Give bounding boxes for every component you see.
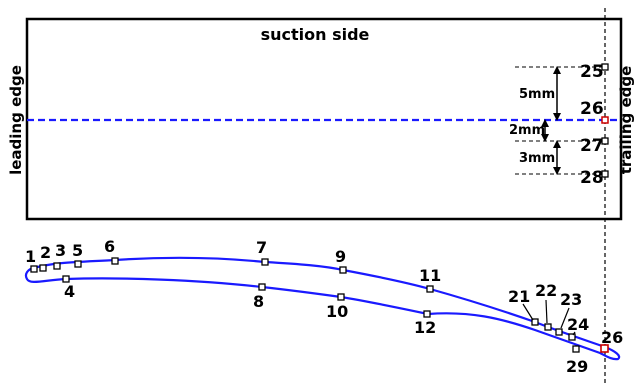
marker-label-8: 8 xyxy=(253,292,264,311)
marker-label-9: 9 xyxy=(335,247,346,266)
suction-side-label: suction side xyxy=(261,25,370,44)
marker-label-11: 11 xyxy=(419,266,441,285)
marker-label-4: 4 xyxy=(64,282,75,301)
marker-12 xyxy=(423,310,431,318)
panel-point-26 xyxy=(601,116,609,124)
marker-8 xyxy=(258,283,266,291)
marker-label-1: 1 xyxy=(25,247,36,266)
marker-2 xyxy=(39,264,47,272)
marker-21 xyxy=(531,318,539,326)
marker-26 xyxy=(600,344,609,353)
dimension-label-2mm: 2mm xyxy=(509,123,545,138)
marker-label-21: 21 xyxy=(508,287,530,306)
panel-point-label-28: 28 xyxy=(580,168,604,188)
panel-point-label-27: 27 xyxy=(580,136,604,156)
marker-label-6: 6 xyxy=(104,237,115,256)
marker-24 xyxy=(568,333,576,341)
marker-7 xyxy=(261,258,269,266)
marker-6 xyxy=(111,257,119,265)
marker-9 xyxy=(339,266,347,274)
marker-22 xyxy=(544,323,552,331)
panel-point-label-25: 25 xyxy=(580,62,604,82)
marker-label-24: 24 xyxy=(567,315,589,334)
dimension-label-3mm: 3mm xyxy=(519,151,555,166)
marker-label-26: 26 xyxy=(601,328,623,347)
dimension-label-5mm: 5mm xyxy=(519,87,555,102)
marker-label-23: 23 xyxy=(560,290,582,309)
marker-label-7: 7 xyxy=(256,238,267,257)
panel-point-27 xyxy=(601,137,609,145)
airfoil-profile xyxy=(24,256,621,361)
marker-label-3: 3 xyxy=(55,241,66,260)
marker-11 xyxy=(426,285,434,293)
panel-point-28 xyxy=(601,170,609,178)
marker-label-29: 29 xyxy=(566,357,588,376)
marker-3 xyxy=(53,262,61,270)
trailing-edge-label: trailing edge xyxy=(617,66,635,175)
marker-23 xyxy=(555,328,563,336)
airfoil-labels: 1 2 3 4 5 6 7 8 9 10 11 12 21 22 23 24 2… xyxy=(25,237,623,376)
marker-label-2: 2 xyxy=(40,243,51,262)
panel-point-label-26: 26 xyxy=(580,99,604,119)
marker-label-12: 12 xyxy=(414,318,436,337)
leading-edge-label: leading edge xyxy=(7,65,25,175)
marker-4 xyxy=(62,275,70,283)
marker-5 xyxy=(74,260,82,268)
panel-point-25 xyxy=(601,63,609,71)
marker-10 xyxy=(337,293,345,301)
marker-label-5: 5 xyxy=(72,241,83,260)
airfoil-leader-lines xyxy=(522,299,576,336)
airfoil-markers xyxy=(30,257,580,353)
marker-29 xyxy=(572,345,580,353)
marker-label-22: 22 xyxy=(535,281,557,300)
marker-1 xyxy=(30,265,38,273)
marker-label-10: 10 xyxy=(326,302,348,321)
